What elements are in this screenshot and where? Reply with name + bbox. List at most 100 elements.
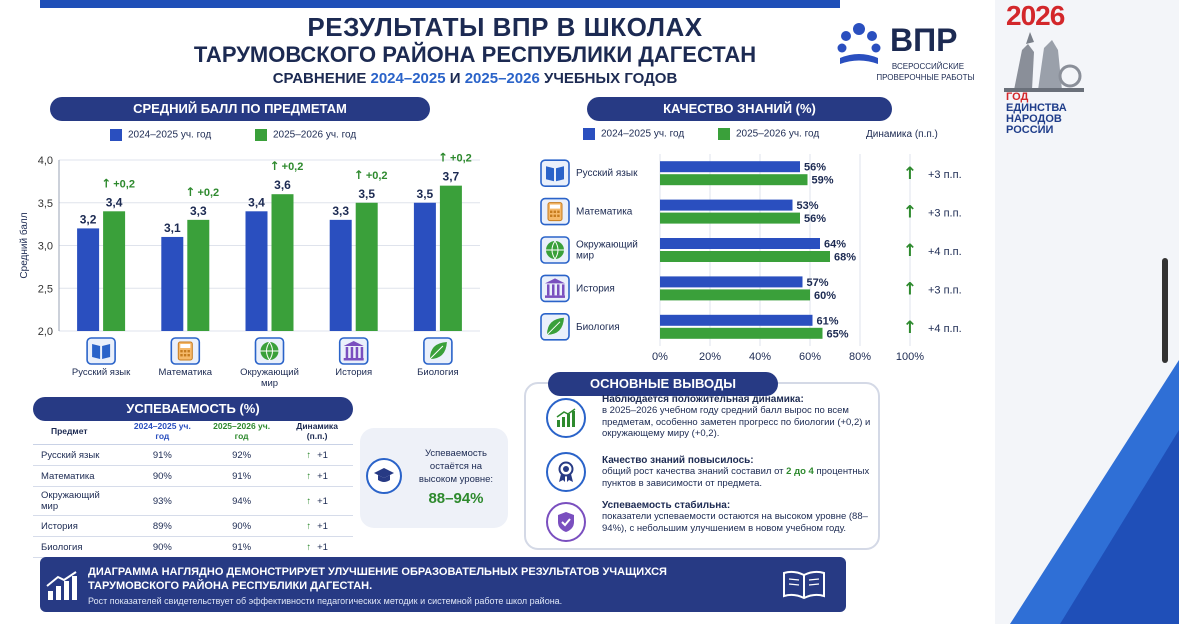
bar-2025 bbox=[271, 194, 294, 331]
hbar-2025 bbox=[660, 212, 800, 224]
hbar-2025 bbox=[660, 251, 830, 262]
delta-label: +4 п.п. bbox=[928, 246, 962, 258]
bar-value-label: 3,7 bbox=[443, 170, 460, 184]
bar-value-label: 3,6 bbox=[274, 178, 291, 192]
arrow-up-icon: ↑ bbox=[306, 495, 312, 507]
year-badge: 2026 ГОД ЕДИНСТВА НАРОДОВ РОССИИ bbox=[1002, 0, 1092, 140]
conclusion-title: Наблюдается положительная динамика: bbox=[602, 394, 804, 405]
columns-icon bbox=[540, 274, 570, 303]
summary-line3: высоком уровне: bbox=[418, 474, 494, 485]
year-badge-line2: ЕДИНСТВА bbox=[1006, 102, 1067, 114]
bar-value-label: 56% bbox=[804, 213, 826, 225]
success-summary-card: Успеваемость остаётся на высоком уровне:… bbox=[360, 428, 508, 528]
book-icon bbox=[540, 159, 570, 187]
arrow-up-icon: ↑ bbox=[101, 176, 111, 190]
x-tick-label: 80% bbox=[849, 351, 871, 363]
bar-value-label: 53% bbox=[797, 200, 819, 212]
category-label: Окружающий bbox=[576, 240, 638, 251]
table-row: Математика 90% 91% ↑ +1 bbox=[33, 465, 353, 487]
bar-value-label: 3,2 bbox=[80, 212, 97, 226]
table-header: Предмет bbox=[33, 418, 123, 445]
comparison-year1: 2024–2025 bbox=[370, 70, 446, 87]
arrow-up-icon: ↑ bbox=[269, 159, 279, 173]
top-stripe bbox=[40, 0, 840, 8]
delta-label: +4 п.п. bbox=[928, 323, 962, 335]
decor-triangle bbox=[1060, 430, 1179, 624]
quality-chart: 0% 20% 40% 60% 80% 100%Русский язык 56%59% ↑ +3 … bbox=[540, 154, 962, 363]
globe-icon bbox=[254, 337, 285, 365]
arrow-up-icon: ↑ bbox=[354, 168, 364, 182]
bar-value-label: 68% bbox=[834, 252, 856, 264]
comparison-year2: 2025–2026 bbox=[464, 70, 540, 87]
table-cell-value-2024: 90% bbox=[122, 465, 202, 487]
table-cell-subject: Биология bbox=[33, 536, 123, 558]
category-label: История bbox=[335, 367, 372, 378]
footer-line2: ТАРУМОВСКОГО РАЙОНА РЕСПУБЛИКИ ДАГЕСТАН. bbox=[88, 580, 373, 592]
arrow-up-icon: ↑ bbox=[903, 318, 917, 338]
open-book-icon bbox=[783, 570, 825, 600]
delta-label: +0,2 bbox=[450, 153, 472, 165]
table-cell-value-2025: 91% bbox=[201, 465, 282, 487]
x-tick-label: 60% bbox=[799, 351, 821, 363]
category-label: мир bbox=[576, 251, 594, 262]
bar-2024 bbox=[329, 219, 352, 331]
bar-value-label: 3,4 bbox=[106, 195, 123, 209]
footer-line3: Рост показателей свидетельствует об эффе… bbox=[88, 596, 563, 606]
page-comparison-title: СРАВНЕНИЕ 2024–2025 И 2025–2026 УЧЕБНЫХ … bbox=[190, 70, 760, 87]
bar-2025 bbox=[187, 219, 210, 331]
table-cell-value-2024: 90% bbox=[122, 536, 202, 558]
y-tick-label: 3,0 bbox=[38, 241, 53, 253]
bar-value-label: 3,3 bbox=[332, 204, 349, 218]
quality-legend-dynamics: Динамика (п.п.) bbox=[866, 129, 938, 140]
bar-2024 bbox=[413, 202, 436, 331]
x-tick-label: 40% bbox=[749, 351, 771, 363]
dynamics-value: +1 bbox=[317, 495, 328, 507]
bar-2025 bbox=[355, 202, 378, 331]
category-label: Биология bbox=[576, 322, 620, 333]
table-header-row: Предмет 2024–2025 уч. год 2025–2026 уч. … bbox=[33, 418, 353, 445]
bar-value-label: 64% bbox=[824, 239, 846, 251]
arrow-up-icon: ↑ bbox=[306, 449, 312, 461]
conclusion-text-before: общий рост качества знаний составил от bbox=[602, 466, 784, 477]
hbar-2025 bbox=[660, 289, 810, 301]
y-tick-label: 3,5 bbox=[38, 198, 53, 210]
table-cell-subject: История bbox=[33, 515, 123, 537]
bar-value-label: 3,4 bbox=[248, 195, 265, 209]
legend-label: 2025–2026 уч. год bbox=[273, 129, 357, 141]
delta-label: +0,2 bbox=[366, 170, 388, 182]
conclusion-item-3: Успеваемость стабильна: показатели успев… bbox=[602, 500, 872, 534]
vpr-logo: ВПР ВСЕРОССИЙСКИЕ ПРОВЕРОЧНЫЕ РАБОТЫ bbox=[832, 14, 982, 86]
table-cell-value-2025: 92% bbox=[201, 444, 282, 466]
arrow-up-icon: ↑ bbox=[438, 151, 448, 165]
arrow-up-icon: ↑ bbox=[903, 203, 917, 223]
table-cell-subject: Русский язык bbox=[33, 444, 123, 466]
delta-label: +0,2 bbox=[197, 187, 219, 199]
bar-2025 bbox=[439, 185, 462, 331]
growth-chart-icon bbox=[46, 571, 77, 600]
table-cell-value-2024: 91% bbox=[122, 444, 202, 466]
x-tick-label: 100% bbox=[896, 351, 924, 363]
hbar-2024 bbox=[660, 238, 820, 249]
category-label: Окружающий bbox=[240, 367, 299, 378]
table-cell-value-2025: 90% bbox=[201, 515, 282, 537]
vpr-logo-subtitle1: ВСЕРОССИЙСКИЕ bbox=[891, 62, 965, 71]
avg-legend-series2: 2025–2026 уч. год bbox=[255, 129, 356, 141]
book-icon bbox=[86, 337, 116, 365]
dynamics-value: +1 bbox=[317, 520, 328, 532]
dynamics-value: +1 bbox=[317, 470, 328, 482]
avg-score-title: СРЕДНИЙ БАЛЛ ПО ПРЕДМЕТАМ bbox=[50, 97, 430, 121]
bar-value-label: 3,1 bbox=[164, 221, 181, 235]
year-badge-line1: ГОД bbox=[1006, 91, 1029, 103]
hbar-2024 bbox=[660, 314, 813, 326]
footer-line1: ДИАГРАММА НАГЛЯДНО ДЕМОНСТРИРУЕТ УЛУЧШЕН… bbox=[88, 566, 667, 578]
comparison-prefix: СРАВНЕНИЕ bbox=[272, 70, 367, 87]
table-cell-subject: Математика bbox=[33, 465, 123, 487]
scrollbar-handle[interactable] bbox=[1162, 258, 1168, 363]
delta-label: +0,2 bbox=[282, 161, 304, 173]
conclusion-title: Качество знаний повысилось: bbox=[602, 455, 754, 466]
legend-swatch bbox=[110, 129, 122, 141]
category-label: Русский язык bbox=[72, 367, 131, 378]
leaf-icon bbox=[540, 313, 570, 341]
vpr-logo-name: ВПР bbox=[890, 22, 958, 58]
bar-2024 bbox=[245, 211, 268, 331]
